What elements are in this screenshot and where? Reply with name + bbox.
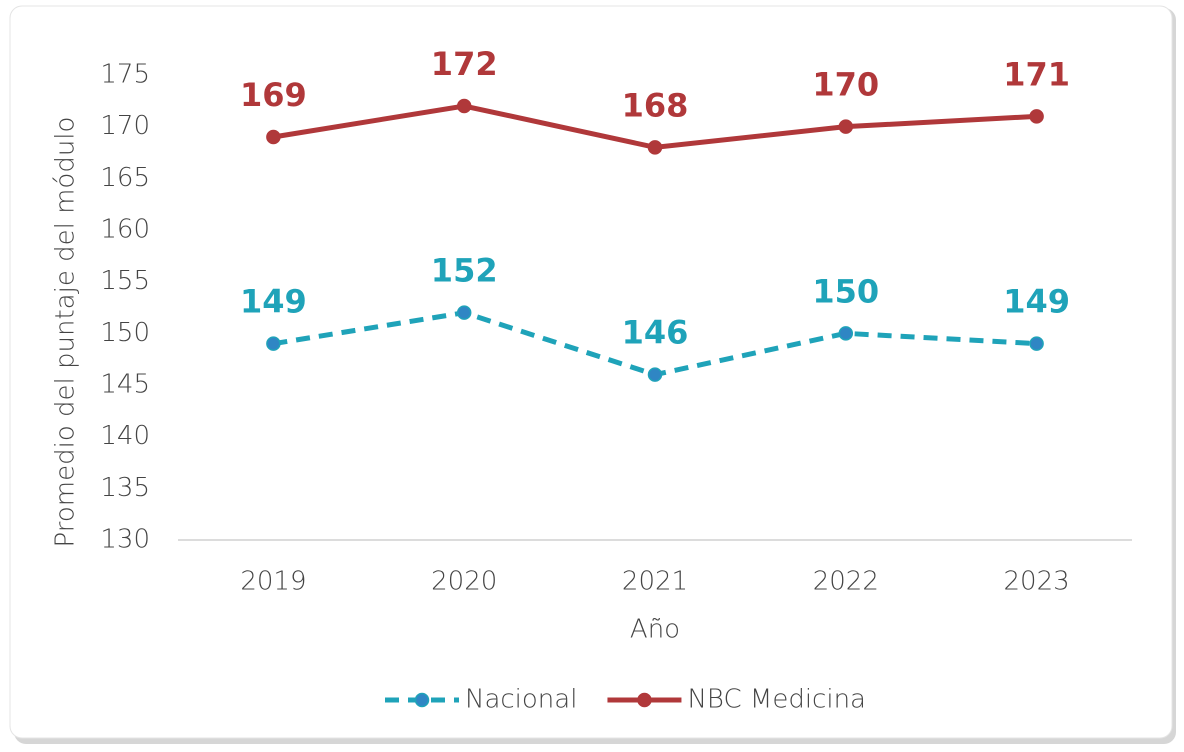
legend-marker (414, 692, 430, 708)
x-tick-label: 2019 (240, 567, 306, 597)
y-tick-label: 170 (100, 111, 150, 141)
point (456, 98, 472, 114)
point (838, 326, 854, 341)
y-tick-label: 150 (100, 318, 150, 348)
data-label: 150 (812, 272, 879, 310)
point (647, 140, 663, 155)
x-tick-label: 2023 (1004, 567, 1070, 597)
data-label: 149 (1003, 283, 1070, 321)
point (266, 336, 281, 351)
data-label: 172 (431, 45, 498, 83)
card (9, 5, 1173, 739)
point (647, 367, 663, 382)
point (456, 305, 472, 320)
data-label: 146 (622, 314, 689, 352)
legend-label: Nacional (465, 685, 577, 715)
y-axis-title: Promedio del puntaje del módulo (51, 117, 81, 548)
point (1029, 336, 1044, 351)
y-tick-label: 175 (100, 60, 150, 90)
y-tick-label: 155 (100, 266, 150, 296)
x-tick-label: 2021 (622, 567, 688, 597)
legend-marker (637, 692, 652, 708)
y-tick-label: 135 (100, 473, 150, 503)
data-label: 168 (622, 86, 689, 124)
point (1029, 109, 1044, 124)
y-tick-label: 145 (100, 370, 150, 400)
data-label: 149 (240, 283, 307, 321)
y-tick-label: 160 (100, 215, 150, 245)
y-tick-label: 140 (100, 421, 150, 451)
point (838, 119, 854, 134)
y-tick-label: 130 (100, 525, 150, 555)
x-axis-title: Año (630, 615, 680, 645)
data-label: 171 (1003, 55, 1070, 93)
data-label: 170 (812, 66, 879, 104)
x-tick-label: 2020 (431, 567, 497, 597)
data-label: 152 (431, 252, 498, 290)
data-label: 169 (240, 76, 307, 114)
legend-label: NBC Medicina (687, 685, 866, 715)
y-tick-label: 165 (100, 163, 150, 193)
x-tick-label: 2022 (813, 567, 879, 597)
point (266, 129, 281, 145)
